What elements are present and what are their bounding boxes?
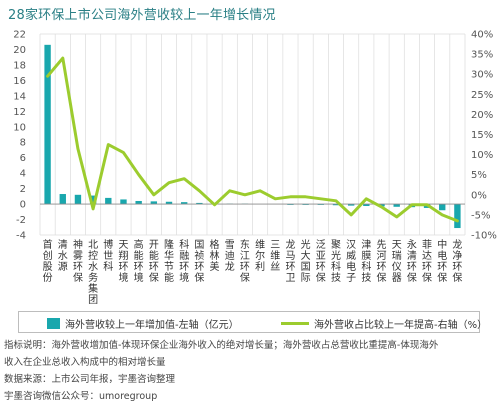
category-label: 中电环保 xyxy=(437,238,447,284)
left-tick-label: 8 xyxy=(20,138,26,149)
left-tick-label: 12 xyxy=(13,107,26,118)
left-tick-label: 16 xyxy=(13,76,26,87)
left-tick-label: 18 xyxy=(13,60,26,71)
bar xyxy=(105,197,112,205)
legend-line-swatch xyxy=(281,322,309,325)
category-label: 东江环保 xyxy=(240,238,250,284)
bar xyxy=(332,204,340,206)
category-label: 国祯环保 xyxy=(194,239,204,284)
category-label: 开能环保 xyxy=(149,240,159,284)
left-tick-label: 2 xyxy=(20,184,26,195)
left-tick-label: 10 xyxy=(13,122,26,133)
line-series xyxy=(46,56,459,223)
bar xyxy=(347,204,355,206)
category-label: 天瑞仪器 xyxy=(392,240,402,284)
left-tick-label: -4 xyxy=(16,231,26,242)
category-label: 科融环境 xyxy=(179,238,189,284)
right-axis-ticks: 40% 35% 30% 25% 20% 15% 10% 5% 0% -5% -10% xyxy=(471,30,497,242)
category-labels: 首创股份清水源神雾环保北控水务集团博世科天翔环境高能环境开能环保隆华节能科融环境… xyxy=(43,238,463,306)
category-label: 光大国际 xyxy=(301,238,311,284)
bar xyxy=(89,195,97,205)
bar xyxy=(59,194,66,205)
note-line-4: 宇墨咨询微信公众号：umoregroup xyxy=(4,391,158,402)
category-label: 汉威电子 xyxy=(346,239,356,284)
right-tick-label: -5% xyxy=(471,210,490,221)
right-tick-label: 20% xyxy=(471,110,493,121)
bar xyxy=(287,204,294,205)
legend-line: 海外营收占比较上一年提高-右轴（%） xyxy=(281,316,487,331)
category-label: 三维丝 xyxy=(270,240,280,273)
note-line-2: 收入在企业总收入构成中的相对增长量 xyxy=(4,357,166,368)
category-label: 天翔环境 xyxy=(118,240,128,284)
category-label: 北控水务集团 xyxy=(88,239,98,306)
bar xyxy=(439,204,446,211)
category-label: 津膜科技 xyxy=(361,239,371,284)
legend: 海外营收较上一年增加值-左轴（亿元） 海外营收占比较上一年提高-右轴（%） xyxy=(18,311,487,333)
bar xyxy=(120,199,127,205)
legend-bar-swatch xyxy=(47,318,60,329)
right-tick-label: 25% xyxy=(471,90,493,101)
category-label: 神雾环保 xyxy=(73,238,83,284)
notes: 指标说明：海外营收增加值-体现环保企业海外收入的绝对增长量；海外营收占总营收比重… xyxy=(4,337,496,405)
note-line-1: 指标说明：海外营收增加值-体现环保企业海外收入的绝对增长量；海外营收占总营收比重… xyxy=(4,340,439,351)
bar xyxy=(196,202,203,205)
category-label: 聚光科技 xyxy=(331,239,341,284)
right-tick-label: 0% xyxy=(471,190,487,201)
note-line-3: 数据来源：上市公司年报，宇墨咨询整理 xyxy=(4,374,176,385)
bar xyxy=(150,201,158,205)
category-label: 泛亚环保 xyxy=(316,239,326,284)
legend-bar: 海外营收较上一年增加值-左轴（亿元） xyxy=(47,316,239,331)
right-tick-label: 40% xyxy=(471,30,493,41)
bar xyxy=(74,194,82,205)
bar xyxy=(317,204,324,205)
left-tick-label: 6 xyxy=(20,153,26,164)
legend-bar-label: 海外营收较上一年增加值-左轴（亿元） xyxy=(65,320,239,331)
category-label: 格林美 xyxy=(210,238,220,273)
category-label: 清水源 xyxy=(58,238,68,273)
legend-line-label: 海外营收占比较上一年提高-右轴（%） xyxy=(314,320,488,331)
left-tick-label: 14 xyxy=(13,91,26,102)
category-label: 龙净环保 xyxy=(452,238,462,284)
bar xyxy=(393,204,400,207)
right-tick-label: 10% xyxy=(471,150,493,161)
right-tick-label: 30% xyxy=(471,70,493,81)
bar xyxy=(181,202,188,205)
bar xyxy=(135,200,142,205)
bar xyxy=(165,201,173,205)
left-tick-label: 4 xyxy=(20,169,26,180)
right-tick-label: 5% xyxy=(471,170,487,181)
category-label: 龙马环卫 xyxy=(285,238,295,284)
category-label: 菲达环保 xyxy=(422,239,432,284)
left-tick-label: 22 xyxy=(13,30,26,41)
bar xyxy=(302,204,309,205)
bar xyxy=(363,204,370,207)
bar xyxy=(44,44,51,205)
left-tick-label: 20 xyxy=(13,45,26,56)
category-label: 博世科 xyxy=(103,238,113,273)
left-tick-label: 0 xyxy=(20,200,26,211)
category-label: 雪迪龙 xyxy=(225,239,235,273)
bar-series xyxy=(44,44,461,229)
category-label: 高能环境 xyxy=(134,238,144,284)
right-tick-label: 35% xyxy=(471,50,493,61)
category-label: 维尔利 xyxy=(255,238,265,273)
category-label: 永清环保 xyxy=(407,238,417,284)
chart-title: 28家环保上市公司海外营收较上一年增长情况 xyxy=(8,8,276,23)
right-tick-label: 15% xyxy=(471,130,493,141)
right-tick-label: -10% xyxy=(471,231,497,242)
category-label: 先河环保 xyxy=(377,239,387,284)
category-label: 首创股份 xyxy=(43,238,53,284)
category-label: 隆华节能 xyxy=(164,238,174,284)
left-tick-label: -2 xyxy=(16,215,26,226)
bar xyxy=(454,204,461,229)
grid xyxy=(39,33,466,236)
